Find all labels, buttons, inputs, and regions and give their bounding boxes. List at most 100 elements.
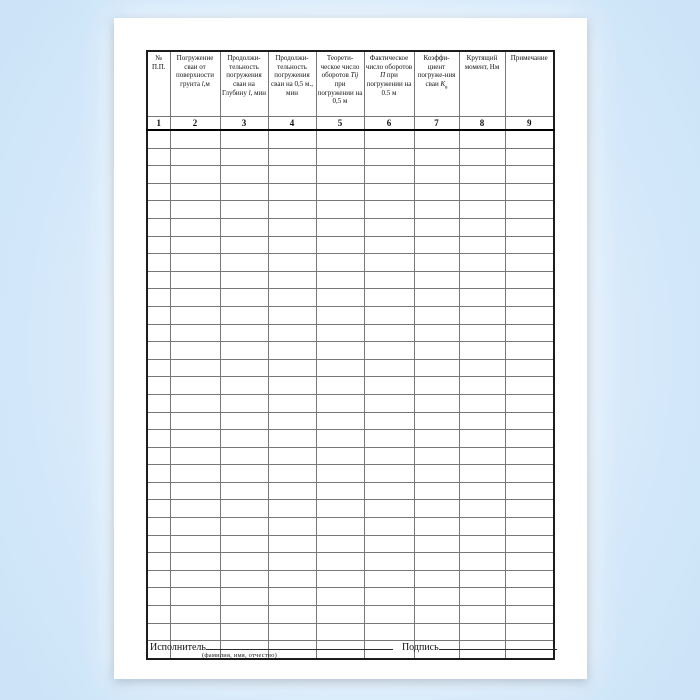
empty-cell (146, 323, 171, 343)
empty-cell (504, 569, 555, 589)
column-number-cell: 4 (267, 116, 317, 131)
empty-cell (458, 200, 506, 219)
empty-cell (363, 429, 415, 448)
empty-cell (146, 411, 171, 431)
empty-cell (504, 129, 555, 149)
empty-cell (413, 341, 460, 360)
empty-cell (363, 305, 415, 325)
executor-label: Исполнитель (150, 642, 206, 653)
empty-cell (413, 393, 460, 413)
empty-cell (458, 569, 506, 589)
table-row (146, 446, 555, 466)
table-row (146, 217, 555, 237)
empty-cell (169, 358, 221, 378)
empty-cell (458, 376, 506, 395)
empty-cell (504, 288, 555, 307)
empty-cell (413, 305, 460, 325)
empty-cell (458, 429, 506, 448)
empty-cell (169, 517, 221, 536)
empty-cell (267, 411, 317, 431)
empty-cell (363, 411, 415, 431)
table-row (146, 587, 555, 607)
empty-cell (219, 499, 269, 519)
empty-cell (219, 587, 269, 607)
header-cell-6: Фактическое число оборотов П при погруже… (363, 50, 415, 117)
document-page: № П.П. Погружение сваи от поверхности гру… (114, 18, 587, 679)
empty-cell (315, 235, 365, 255)
table-row (146, 481, 555, 501)
empty-cell (169, 217, 221, 237)
empty-cell (315, 587, 365, 607)
empty-cell (169, 429, 221, 448)
empty-cell (363, 165, 415, 184)
empty-cell (504, 235, 555, 255)
empty-cell (363, 235, 415, 255)
table-row (146, 517, 555, 536)
empty-cell (458, 323, 506, 343)
empty-cell (504, 534, 555, 554)
empty-cell (413, 217, 460, 237)
column-number-cell: 2 (169, 116, 221, 131)
header-cell-2: Погружение сваи от поверхности грунта l,… (169, 50, 221, 117)
empty-cell (363, 200, 415, 219)
empty-cell (267, 165, 317, 184)
empty-cell (219, 165, 269, 184)
empty-cell (315, 341, 365, 360)
footer: Исполнитель Подпись (150, 638, 557, 653)
empty-cell (267, 129, 317, 149)
empty-cell (219, 235, 269, 255)
empty-cell (413, 165, 460, 184)
table-row (146, 182, 555, 202)
empty-cell (413, 358, 460, 378)
empty-cell (169, 147, 221, 167)
empty-cell (458, 288, 506, 307)
empty-cell (169, 393, 221, 413)
empty-cell (413, 411, 460, 431)
table-row (146, 552, 555, 571)
table-row (146, 411, 555, 431)
empty-cell (146, 569, 171, 589)
table-row (146, 323, 555, 343)
empty-cell (315, 429, 365, 448)
empty-cell (219, 323, 269, 343)
empty-cell (315, 182, 365, 202)
executor-fill-in-line (205, 638, 393, 650)
empty-cell (413, 446, 460, 466)
empty-cell (315, 376, 365, 395)
empty-cell (315, 288, 365, 307)
empty-cell (219, 429, 269, 448)
empty-cell (219, 552, 269, 571)
empty-cell (146, 429, 171, 448)
empty-cell (413, 200, 460, 219)
table-row (146, 464, 555, 483)
empty-cell (413, 499, 460, 519)
header-cell-7: Коэффи-циент погруже-ния сваи Кв (413, 50, 460, 117)
empty-cell (504, 217, 555, 237)
empty-cell (504, 341, 555, 360)
empty-cell (169, 341, 221, 360)
empty-cell (146, 165, 171, 184)
empty-cell (169, 499, 221, 519)
empty-cell (146, 129, 171, 149)
empty-cell (146, 270, 171, 290)
empty-cell (169, 253, 221, 272)
empty-cell (363, 569, 415, 589)
empty-cell (363, 253, 415, 272)
empty-cell (146, 499, 171, 519)
empty-cell (169, 605, 221, 624)
empty-cell (504, 605, 555, 624)
empty-cell (315, 393, 365, 413)
empty-cell (146, 552, 171, 571)
empty-cell (363, 270, 415, 290)
empty-cell (219, 411, 269, 431)
empty-cell (146, 147, 171, 167)
empty-cell (267, 446, 317, 466)
empty-cell (146, 534, 171, 554)
table-row (146, 358, 555, 378)
empty-cell (219, 517, 269, 536)
empty-cell (146, 587, 171, 607)
empty-cell (267, 341, 317, 360)
table-row (146, 393, 555, 413)
empty-cell (146, 393, 171, 413)
